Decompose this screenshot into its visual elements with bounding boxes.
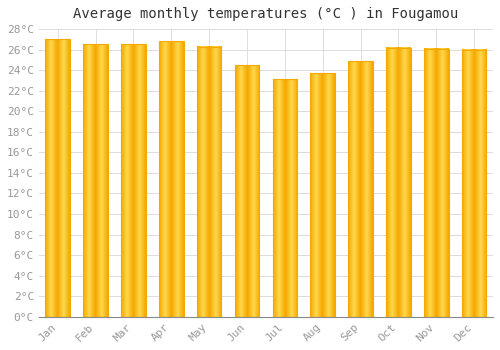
- Bar: [348, 61, 373, 317]
- Bar: [310, 73, 335, 317]
- Bar: [234, 65, 260, 317]
- Bar: [46, 39, 70, 317]
- Bar: [159, 41, 184, 317]
- Bar: [424, 49, 448, 317]
- Title: Average monthly temperatures (°C ) in Fougamou: Average monthly temperatures (°C ) in Fo…: [74, 7, 458, 21]
- Bar: [197, 47, 222, 317]
- Bar: [84, 44, 108, 317]
- Bar: [386, 48, 410, 317]
- Bar: [272, 79, 297, 317]
- Bar: [121, 44, 146, 317]
- Bar: [462, 50, 486, 317]
